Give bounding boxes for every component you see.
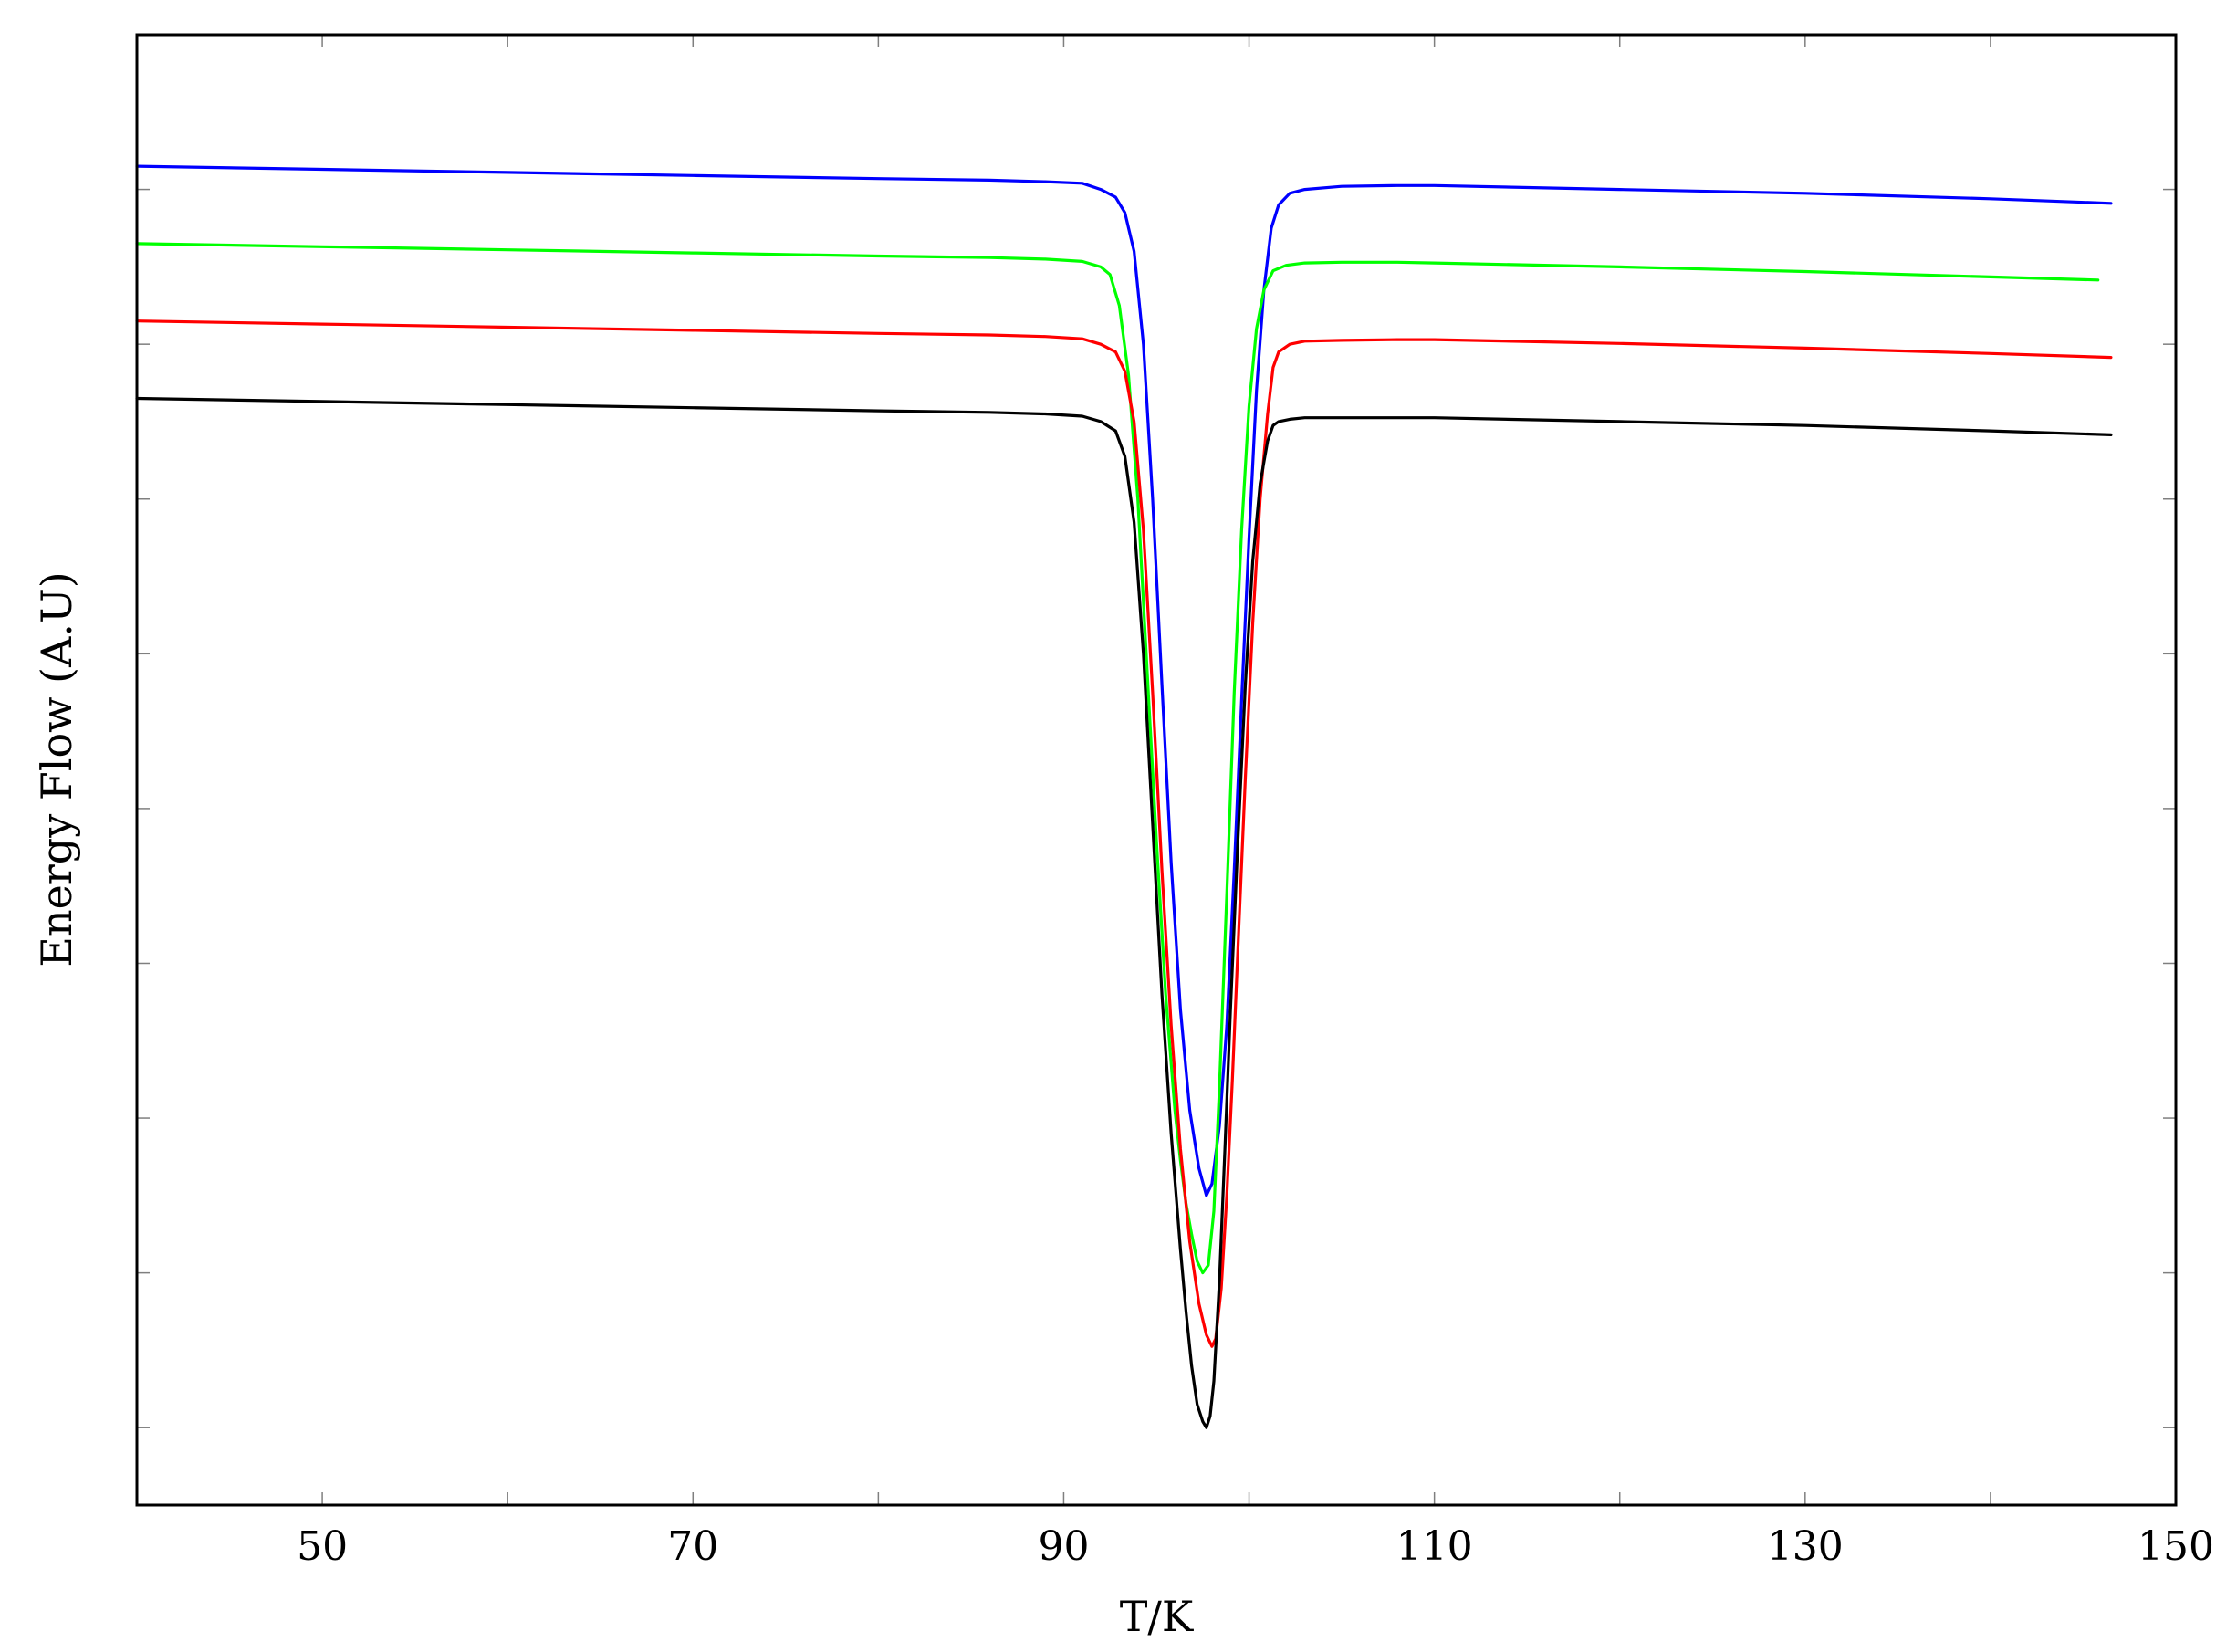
series-line-3 [135, 319, 2113, 1348]
series-line-4 [135, 396, 2113, 1429]
x-tick-label: 150 [2138, 1523, 2214, 1570]
x-axis-label: T/K [1120, 1592, 1195, 1641]
x-tick-label: 70 [667, 1523, 718, 1570]
plot-frame [135, 33, 2178, 1507]
x-tick-label: 130 [1767, 1523, 1844, 1570]
x-tick-label: 90 [1038, 1523, 1089, 1570]
x-tick-label: 50 [297, 1523, 348, 1570]
series-line-1 [135, 164, 2113, 1197]
series-layer [135, 164, 2113, 1429]
tick-label-layer: 50 70 90 110 130 150 [297, 1523, 2214, 1570]
x-tick-label: 110 [1396, 1523, 1473, 1570]
series-line-2 [135, 242, 2100, 1275]
y-axis-label: Energy Flow (A.U) [32, 571, 81, 967]
